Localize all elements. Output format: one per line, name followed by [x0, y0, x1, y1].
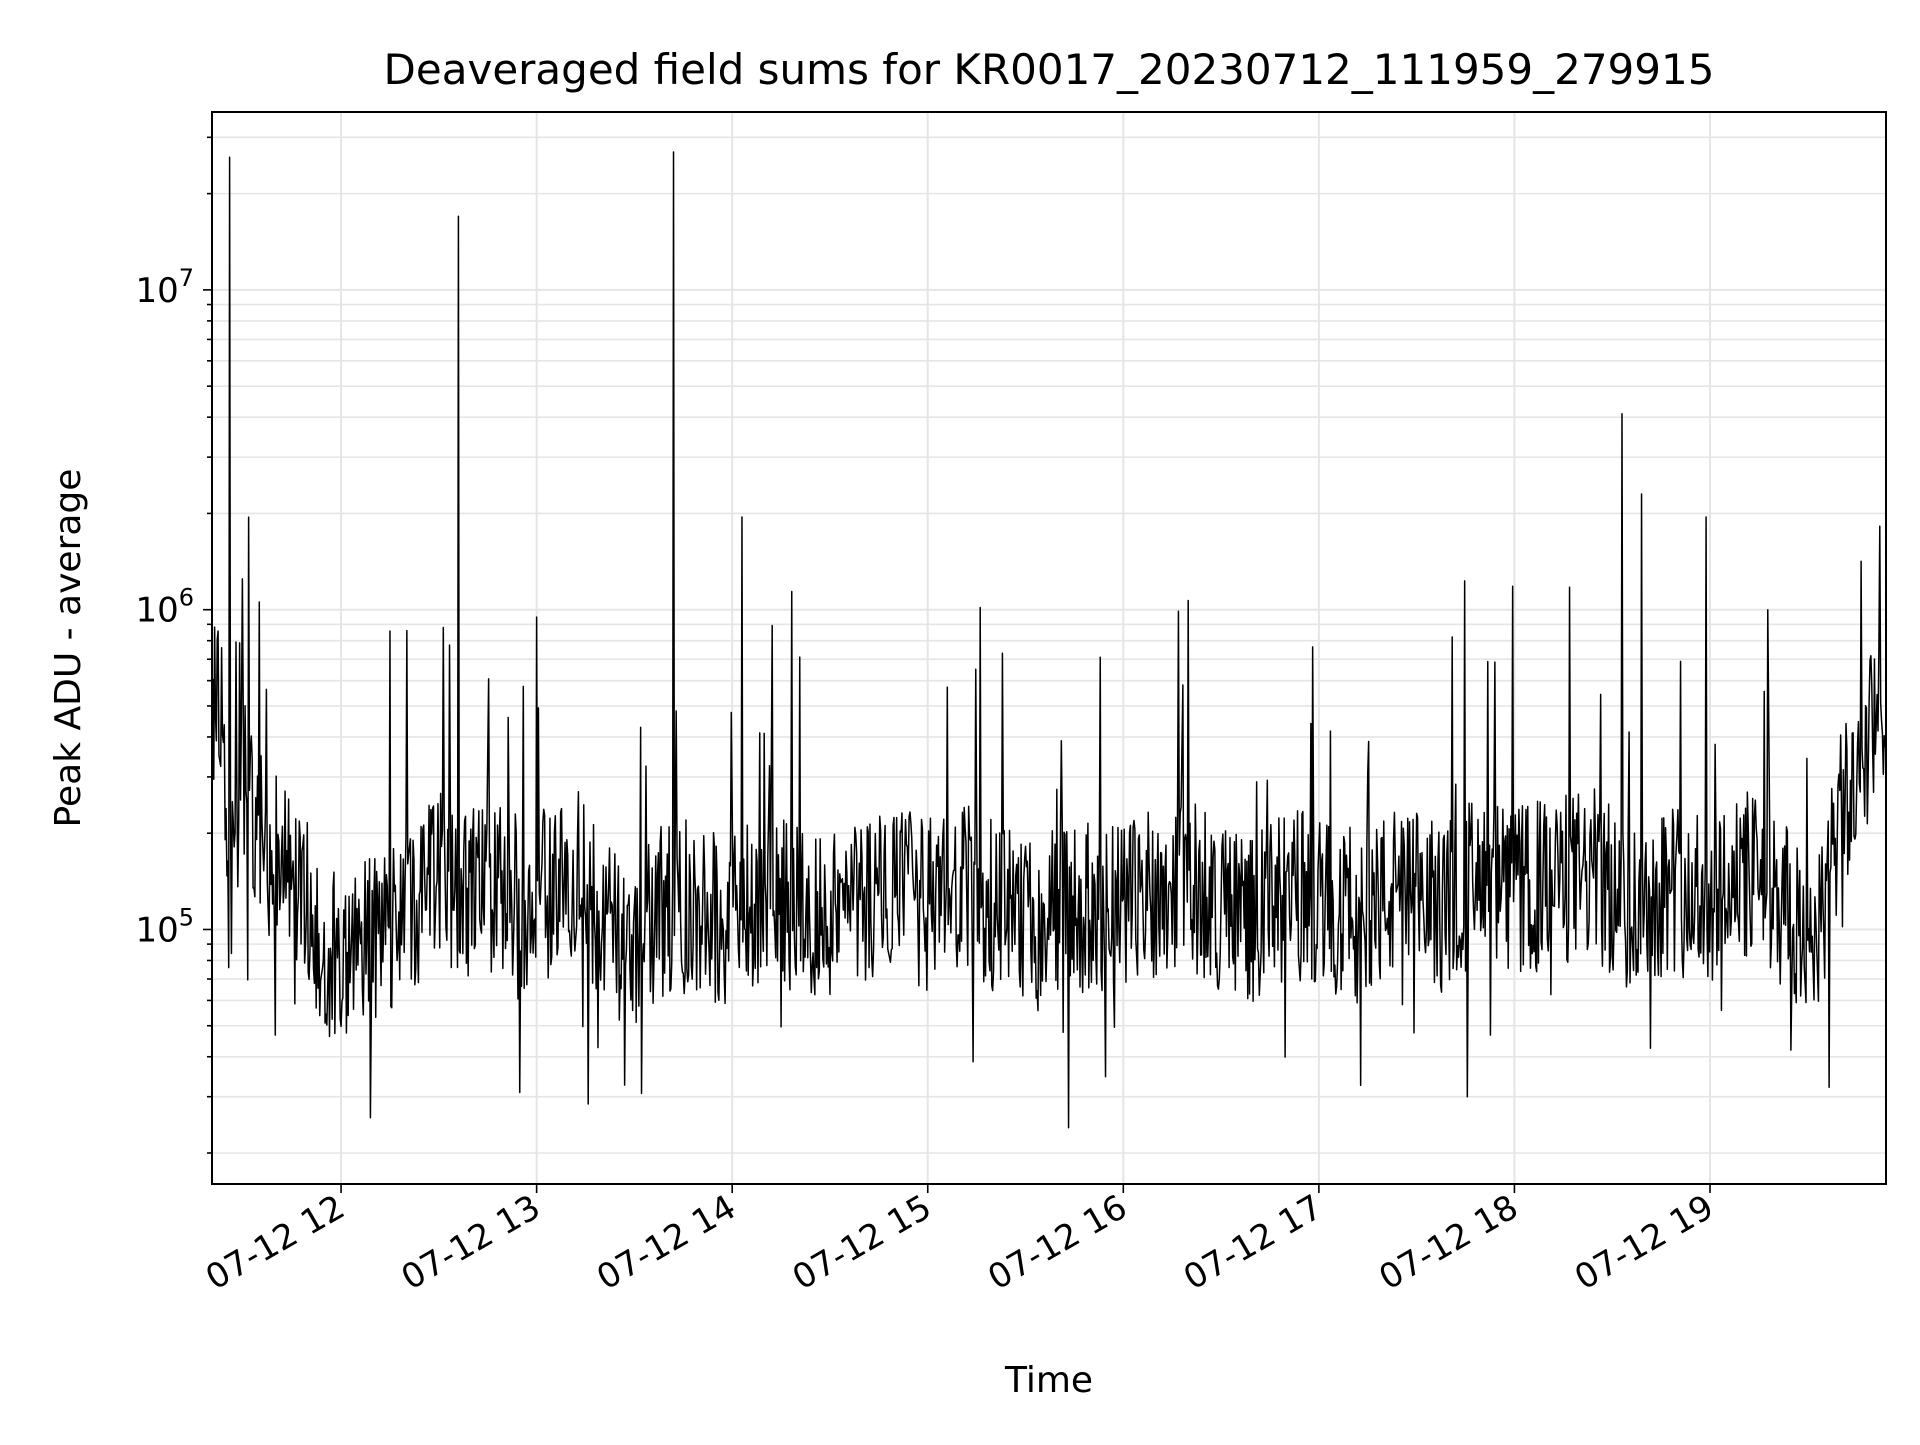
- x-axis-label: Time: [1004, 1360, 1093, 1401]
- chart-title: Deaveraged field sums for KR0017_2023071…: [384, 45, 1715, 94]
- series-line: [212, 151, 1887, 1129]
- data-series: [212, 151, 1887, 1129]
- y-tick-label-exponent: 5: [179, 903, 194, 931]
- y-tick-label-exponent: 7: [179, 264, 194, 292]
- y-tick-label: 107: [135, 264, 194, 311]
- y-tick-label: 105: [135, 903, 194, 950]
- y-tick-label-base: 10: [135, 910, 178, 950]
- y-tick-label-base: 10: [135, 591, 178, 631]
- y-tick-label: 106: [135, 584, 194, 631]
- plot-frame: [211, 111, 1887, 1185]
- y-tick-label-exponent: 6: [179, 584, 194, 612]
- y-axis-label: Peak ADU - average: [48, 469, 89, 828]
- y-tick-label-base: 10: [135, 271, 178, 311]
